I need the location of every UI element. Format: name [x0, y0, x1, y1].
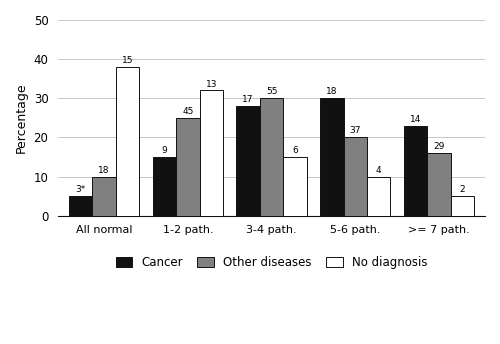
Bar	[152, 157, 176, 216]
Text: 29: 29	[434, 142, 444, 151]
Y-axis label: Percentage: Percentage	[15, 83, 28, 153]
Bar	[428, 153, 450, 216]
Text: 15: 15	[122, 56, 134, 65]
Bar	[344, 138, 367, 216]
Text: 17: 17	[242, 95, 254, 104]
Text: 14: 14	[410, 115, 421, 124]
Bar	[176, 118, 200, 216]
Bar	[260, 98, 283, 216]
Bar	[69, 196, 92, 216]
Bar	[236, 106, 260, 216]
Bar	[450, 196, 474, 216]
Text: 3*: 3*	[76, 185, 86, 194]
Bar	[404, 126, 427, 216]
Text: 2: 2	[460, 185, 465, 194]
Bar	[284, 157, 306, 216]
Bar	[367, 176, 390, 216]
Text: 18: 18	[326, 87, 338, 96]
Text: 4: 4	[376, 165, 382, 175]
Text: 45: 45	[182, 107, 194, 116]
Text: 9: 9	[162, 146, 168, 155]
Bar	[92, 176, 116, 216]
Bar	[116, 67, 140, 216]
Bar	[200, 90, 223, 216]
Text: 37: 37	[350, 127, 361, 136]
Bar	[320, 98, 344, 216]
Text: 18: 18	[98, 165, 110, 175]
Text: 13: 13	[206, 79, 217, 88]
Legend: Cancer, Other diseases, No diagnosis: Cancer, Other diseases, No diagnosis	[112, 252, 431, 272]
Text: 6: 6	[292, 146, 298, 155]
Text: 55: 55	[266, 87, 278, 96]
